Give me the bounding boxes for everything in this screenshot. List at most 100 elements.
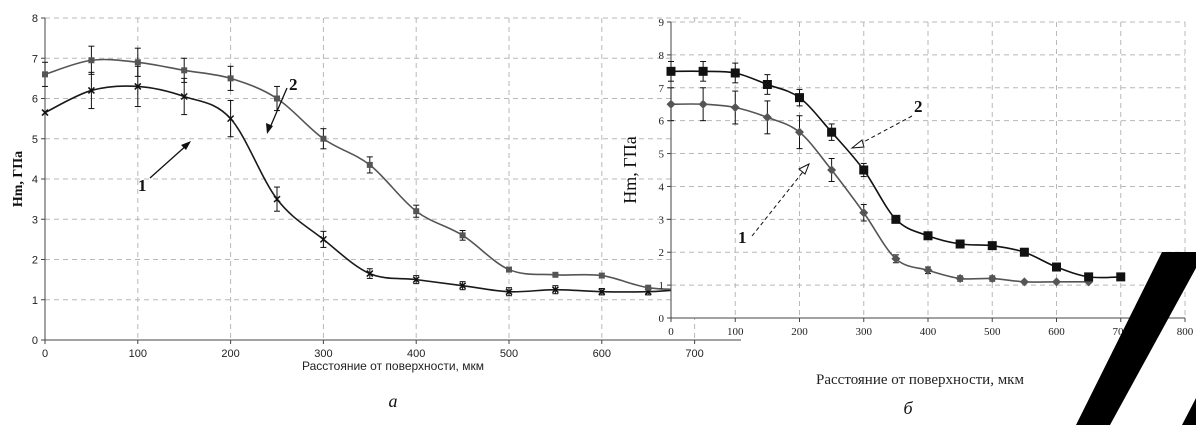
chart-b-y-tick-label: 2 (659, 247, 665, 259)
chart-a-arrow-2 (268, 87, 288, 131)
chart-b-x-tick-label: 100 (727, 326, 744, 338)
chart-b-arrowhead-2 (850, 139, 865, 149)
chart-a-y-tick-label: 3 (32, 214, 38, 226)
chart-a-y-axis-label: Hm, ГПа (11, 151, 26, 207)
chart-a-y-tick-label: 7 (32, 53, 38, 65)
chart-a-x-axis-label: Расстояние от поверхности, мкм (302, 359, 484, 373)
chart-a-y-tick-label: 0 (32, 335, 38, 347)
chart-b-arrow-2 (855, 115, 913, 147)
chart-b-series-1-point (827, 165, 837, 175)
chart-b-x-tick-label: 500 (984, 326, 1001, 338)
chart-a-y-tick-label: 6 (32, 94, 38, 106)
chart-a-series-2-point (227, 75, 234, 82)
chart-b-y-tick-label: 7 (659, 83, 665, 95)
chart-b-series-1-point (1052, 277, 1061, 287)
chart-a-series (41, 45, 745, 300)
chart-a-y-tick-label: 8 (32, 13, 38, 25)
chart-a-x-tick-label: 300 (314, 348, 332, 360)
chart-a-series-1-point (598, 288, 606, 296)
chart-a-arrowhead-1 (181, 141, 191, 150)
chart-a-x-tick-label: 100 (129, 348, 147, 360)
chart-b-x-tick-label: 300 (856, 326, 873, 338)
chart-a-series-2-point (552, 271, 559, 278)
chart-a-series-2-point (134, 59, 141, 66)
chart-b-series-1-point (1019, 277, 1029, 287)
chart-b-series-2-point (1052, 262, 1061, 272)
chart-b-series-2-point (1084, 272, 1094, 282)
chart-b-y-tick-label: 8 (659, 50, 665, 62)
chart-b-arrowhead-1 (798, 162, 810, 175)
chart-b-y-tick-label: 4 (659, 181, 665, 193)
chart-a-series-1-line (44, 85, 742, 297)
chart-a-arrow-1 (149, 143, 189, 179)
chart-a-series-2-point (413, 208, 420, 215)
chart-a-annotation-1: 1 (138, 176, 147, 195)
chart-b-series-1-point (987, 274, 997, 284)
chart-a-series-1-point (412, 276, 420, 284)
chart-b-series (666, 60, 1126, 287)
chart-b-series-2-point (762, 79, 772, 89)
chart-b-y-tick-label: 0 (659, 313, 665, 325)
chart-a-series-2-point (42, 71, 48, 78)
chart-b-x-tick-label: 400 (920, 326, 937, 338)
chart-a-series-1-point (319, 235, 327, 243)
chart-a-series-2-point (645, 284, 652, 291)
chart-b-y-tick-label: 5 (659, 149, 665, 161)
chart-a-series-1-point (41, 109, 49, 117)
chart-b-series-2-point (827, 127, 837, 137)
chart-b-series-1-point (730, 103, 740, 113)
chart-a-series-2-point (459, 232, 466, 239)
chart-a-series-2-point (366, 161, 373, 168)
chart-b-series-1-point (859, 208, 869, 218)
chart-a-arrowhead-2 (266, 123, 273, 134)
chart-b-y-tick-label: 3 (659, 214, 665, 226)
chart-a-series-1-point (459, 282, 467, 290)
chart-a-grid (45, 17, 741, 340)
chart-b-series-2-point (698, 66, 708, 76)
corner-decoration-stripe (1076, 252, 1196, 425)
chart-a-series-2-point (506, 266, 512, 273)
chart-b-annotation-2: 2 (914, 97, 923, 116)
chart-a-series-1-point (180, 92, 188, 101)
chart-a-x-tick-label: 400 (407, 348, 425, 360)
chart-a-series-1-point (227, 115, 235, 123)
chart-b-series-2-point (1116, 272, 1126, 282)
chart-b-arrow-1 (751, 167, 807, 237)
chart-b-series-2-point (955, 239, 965, 249)
chart-b-x-tick-label: 800 (1177, 326, 1194, 338)
chart-a-y-tick-label: 5 (32, 134, 38, 146)
chart-b-series-2-point (1019, 247, 1029, 257)
chart-a-series-2-point (181, 67, 188, 74)
chart-b-series-2-point (923, 231, 933, 241)
chart-b-series-2-point (859, 165, 869, 175)
chart-b: 0 1 2 3 4 5 6 7 8 9 0 100 200 300 400 500 600 700 800 Расс… (620, 17, 1194, 418)
chart-b-series-2-point (795, 93, 804, 103)
chart-a-x-tick-label: 200 (221, 348, 239, 360)
chart-b-y-tick-label: 6 (659, 116, 665, 128)
chart-a-x-tick-label: 700 (685, 348, 703, 360)
chart-a-series-1-point (505, 288, 513, 296)
chart-b-series-2-point (666, 66, 676, 76)
chart-a-panel-label: а (389, 391, 398, 411)
chart-a-x-tick-label: 500 (500, 348, 518, 360)
chart-a-y-tick-label: 1 (32, 295, 38, 307)
chart-b-series-1-point (795, 127, 804, 137)
chart-a-series-1-point (366, 270, 374, 278)
chart-b-y-axis-label: Hm, ГПа (620, 136, 640, 203)
chart-b-series-1-point (955, 274, 965, 284)
chart-b-x-tick-label: 600 (1048, 326, 1065, 338)
chart-a-x-tick-label: 0 (42, 348, 48, 360)
chart-a-series-1-point (551, 286, 559, 294)
chart-a-annotation-2: 2 (289, 75, 298, 94)
chart-a-series-1-point (87, 86, 95, 94)
chart-a-y-tick-label: 4 (32, 174, 38, 186)
chart-a-series-1-point (134, 82, 142, 90)
chart-a-series-2-point (88, 57, 95, 64)
chart-a-series-1-point (273, 195, 281, 203)
chart-b-series-2-point (891, 214, 901, 224)
chart-b-x-tick-label: 0 (668, 326, 674, 338)
chart-a-y-tick-label: 2 (32, 255, 38, 267)
chart-b-series-1-point (666, 99, 676, 109)
